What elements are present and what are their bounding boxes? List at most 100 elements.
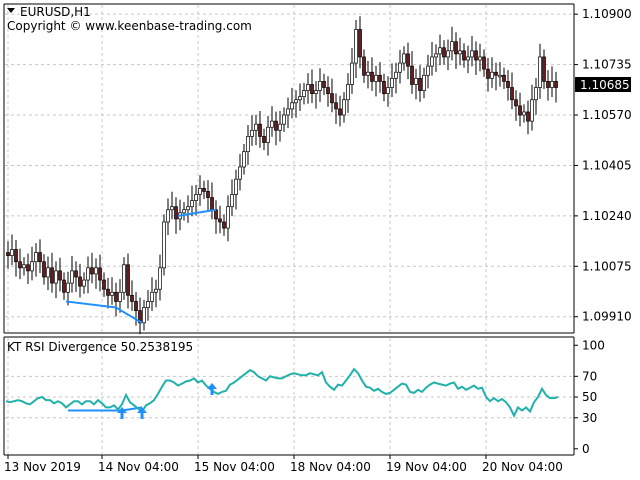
price-tick-label: 1.10240 [582,209,632,223]
candle-body [334,102,338,110]
candle-body [142,307,146,324]
candle-body [430,56,434,67]
candle-body [330,93,334,104]
candle-body [158,267,162,290]
copyright-text: Copyright © www.keenbase-trading.com [7,19,252,33]
candle-body [262,136,266,143]
candle-body [242,151,246,168]
symbol-dropdown-icon[interactable] [7,8,15,13]
candlestick-series [6,16,558,335]
indicator-panel[interactable]: 0 30 50 70 100 KT RSI Divergence 50.2538195 [3,336,605,456]
candle-body [162,221,166,269]
candle-body [226,206,230,229]
candle-body [346,84,350,101]
candle-body [414,77,418,85]
candle-body [58,270,62,281]
candle-body [378,74,382,82]
candle-body [322,81,326,88]
candle-body [78,276,82,287]
candle-body [118,291,122,302]
candle-body [358,29,362,58]
candle-body [446,50,450,58]
candle-body [302,90,306,98]
candle-body [194,194,198,201]
candle-body [538,56,542,88]
candle-body [54,270,58,284]
candle-body [422,74,426,91]
candle-body [18,261,22,269]
price-grid [5,5,573,332]
price-tick-label: 1.10735 [582,58,632,72]
time-tick-label: 20 Nov 04:00 [482,460,563,474]
candle-body [70,270,74,284]
candle-body [418,77,422,91]
candle-body [438,47,442,55]
candle-body [482,56,486,70]
candle-body [246,136,250,153]
up-arrow-icon [207,383,217,395]
candle-body [514,99,518,107]
rsi-tick-label: 0 [582,442,590,456]
candle-body [274,120,278,131]
rsi-tick-label: 30 [582,411,597,425]
candle-body [362,56,366,76]
candle-body [478,56,482,61]
candle-body [174,206,178,220]
candle-body [350,62,354,85]
candle-body [290,102,294,110]
candle-body [466,56,470,61]
candle-body [310,84,314,94]
candle-body [294,99,298,104]
candle-body [298,96,302,101]
candle-body [494,71,498,76]
price-divergence-line [65,300,117,309]
candle-body [266,126,270,143]
time-axis: 13 Nov 2019 14 Nov 04:00 15 Nov 04:00 18 No… [4,455,563,474]
candle-body [26,264,30,272]
candle-body [258,123,262,137]
candle-body [542,56,546,82]
rsi-axis: 0 30 50 70 100 [574,338,605,456]
candle-body [282,114,286,125]
candle-body [114,291,118,302]
candle-body [234,178,238,195]
candle-body [522,111,526,116]
candle-body [366,71,370,76]
candle-body [206,191,210,198]
candle-body [134,301,138,311]
candle-body [338,108,342,116]
candle-body [278,123,282,131]
price-axis: 1.09910 1.10075 1.10240 1.10405 1.10570 1.107… [574,7,632,324]
rsi-tick-label: 50 [582,390,597,404]
candle-body [526,111,530,122]
candle-body [214,209,218,220]
candle-body [102,279,106,290]
price-divergence-line [115,306,143,324]
price-tick-label: 1.10075 [582,259,632,273]
candle-body [354,29,358,64]
candle-body [394,71,398,79]
candle-body [498,74,502,78]
time-tick-label: 14 Nov 04:00 [98,460,179,474]
candle-body [46,267,50,278]
candle-body [502,74,506,82]
candle-body [22,264,26,269]
price-tick-label: 1.10570 [582,108,632,122]
current-price-label: 1.10685 [580,78,630,92]
candle-body [90,267,94,275]
candle-body [218,218,222,223]
candle-body [82,279,86,287]
candle-body [462,50,466,61]
candle-body [230,194,234,208]
candle-body [286,108,290,116]
candle-body [34,252,38,263]
price-panel[interactable]: 1.09910 1.10075 1.10240 1.10405 1.10570 1.107… [3,3,632,335]
candle-body [390,77,394,88]
candle-body [458,50,462,55]
candle-body [474,50,478,61]
candle-body [386,87,390,94]
symbol-label[interactable]: EURUSD,H1 [20,5,91,19]
candle-body [30,261,34,272]
candle-body [86,267,90,281]
